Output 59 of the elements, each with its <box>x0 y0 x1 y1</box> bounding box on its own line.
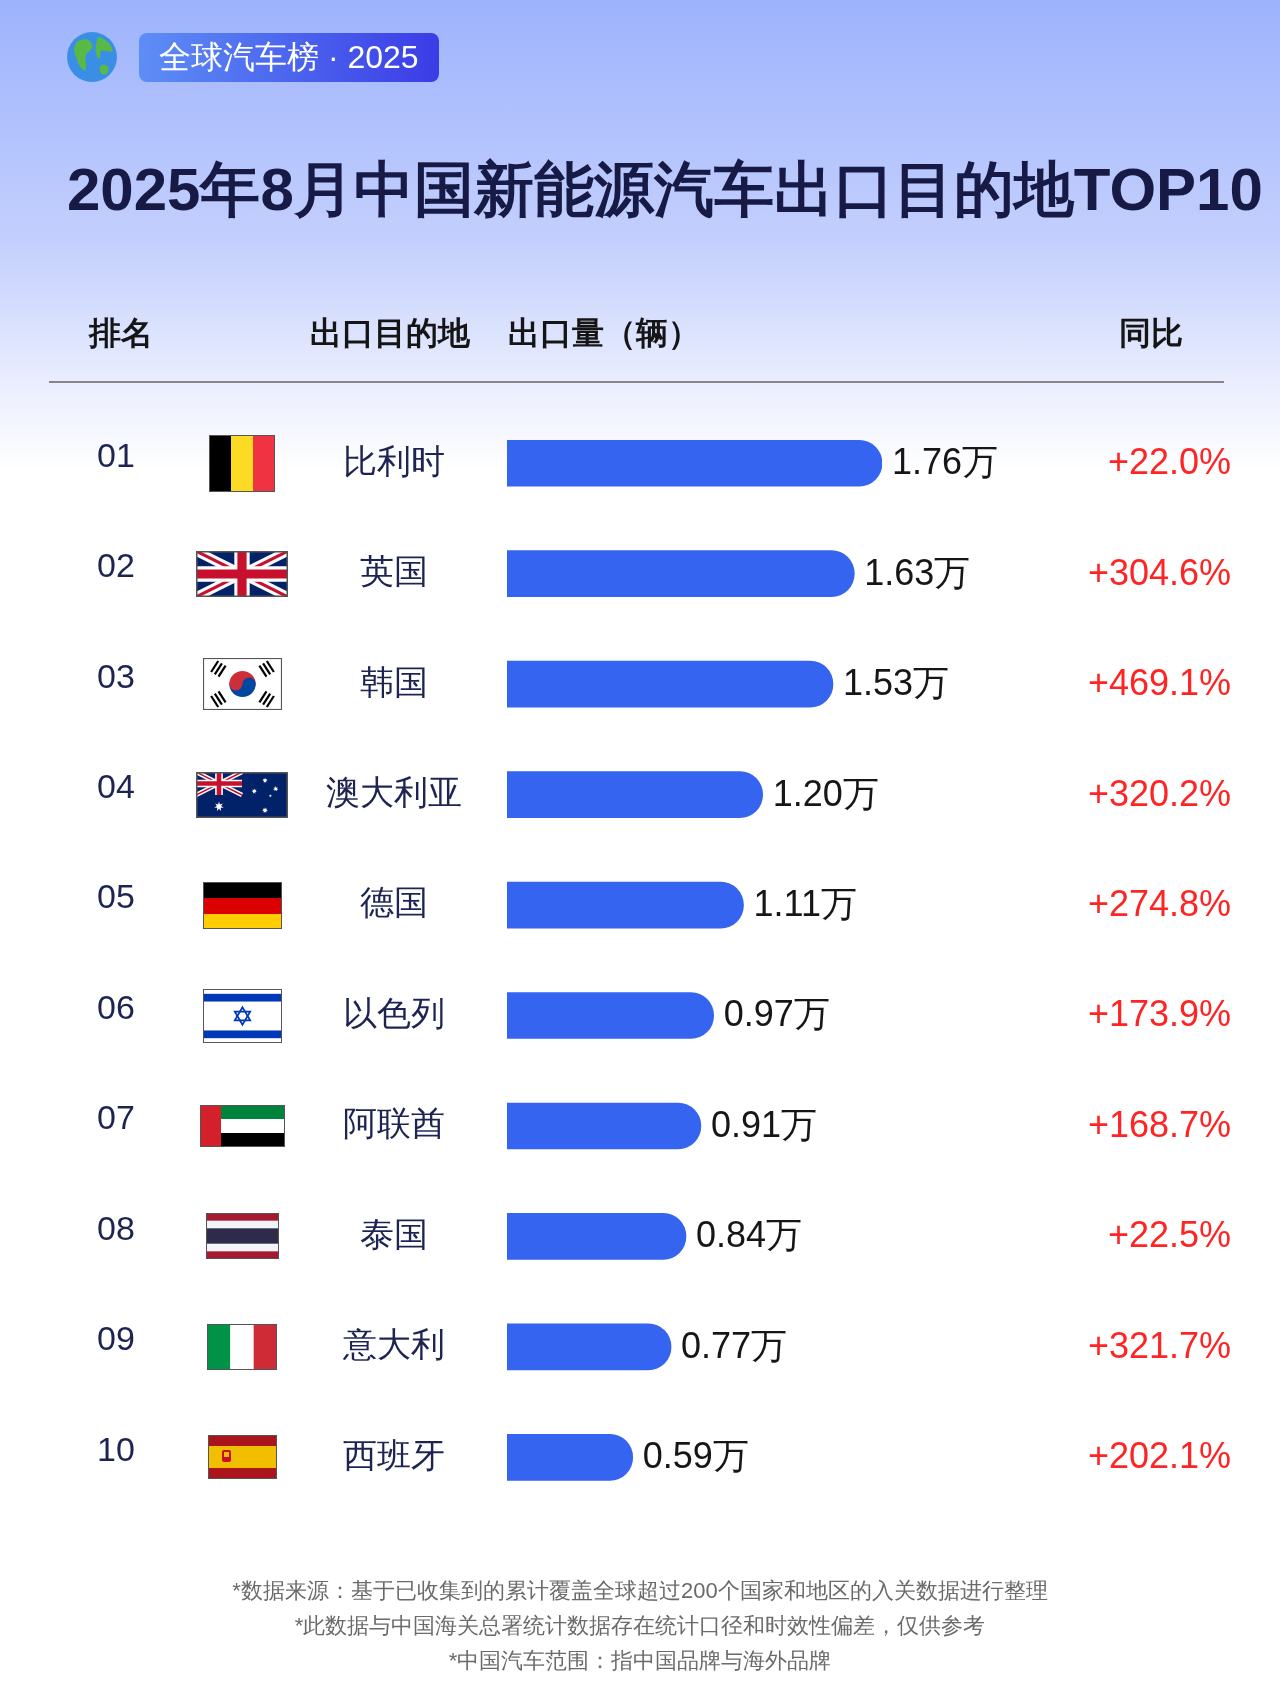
text: 02 <box>97 546 135 585</box>
chart-subtitle: 全球汽车榜 · 2025 <box>139 33 439 82</box>
text: +202.1% <box>1087 1435 1231 1477</box>
bar <box>507 1323 672 1371</box>
data-label: 0.77万 <box>681 1324 788 1366</box>
y-tick-label: 比利时 <box>343 441 445 480</box>
y-tick-label: 韩国 <box>360 662 428 701</box>
data-label: 1.11万 <box>753 882 857 924</box>
data-label: 1.53万 <box>842 662 950 704</box>
data-label: 0.97万 <box>723 993 830 1035</box>
text: +168.7% <box>1087 1103 1231 1145</box>
text: 03 <box>97 656 135 695</box>
bar <box>507 1102 702 1150</box>
text: +469.1% <box>1087 662 1231 704</box>
data-label: 0.59万 <box>642 1435 749 1477</box>
text: 09 <box>97 1319 135 1358</box>
bar <box>507 439 882 487</box>
bar <box>507 1213 687 1260</box>
y-tick-label: 意大利 <box>342 1325 445 1364</box>
text: +22.0% <box>1107 441 1231 483</box>
y-tick-label: 阿联酋 <box>343 1104 445 1143</box>
data-label: 0.84万 <box>695 1214 803 1256</box>
data-label: 1.20万 <box>772 772 879 814</box>
chart-title: 2025年8月中国新能源汽车出口目的地TOP10 <box>67 155 1263 225</box>
x-axis-title: 出口量（辆） <box>508 314 700 351</box>
text: +304.6% <box>1087 551 1231 593</box>
y-tick-label: 德国 <box>360 883 428 922</box>
data-label: 1.76万 <box>892 441 999 483</box>
text: 07 <box>97 1098 135 1137</box>
bar <box>507 881 744 929</box>
text: +173.9% <box>1087 993 1231 1035</box>
text: 06 <box>97 987 135 1026</box>
bar <box>507 550 855 598</box>
text: +321.7% <box>1087 1324 1231 1366</box>
text: +274.8% <box>1087 882 1231 924</box>
y-tick-label: 以色列 <box>343 993 445 1032</box>
text: *此数据与中国海关总署统计数据存在统计口径和时效性偏差，仅供参考 <box>293 1612 987 1640</box>
data-label: 1.63万 <box>864 551 971 593</box>
text: *中国汽车范围：指中国品牌与海外品牌 <box>447 1647 833 1675</box>
text: 同比 <box>1119 314 1183 351</box>
y-axis-title: 出口目的地 <box>310 314 471 351</box>
bar <box>507 771 764 818</box>
y-tick-label: 泰国 <box>360 1214 428 1253</box>
text: +320.2% <box>1087 772 1231 814</box>
bar <box>507 660 834 708</box>
text: +22.5% <box>1107 1214 1231 1256</box>
y-tick-label: 西班牙 <box>343 1435 445 1474</box>
text: 排名 <box>88 314 153 351</box>
text: 05 <box>97 877 135 916</box>
bar <box>507 1434 634 1481</box>
text: *数据来源：基于已收集到的累计覆盖全球超过200个国家和地区的入关数据进行整理 <box>231 1577 1049 1605</box>
text: 08 <box>97 1208 135 1247</box>
data-label: 0.91万 <box>710 1103 817 1145</box>
text: 10 <box>97 1429 135 1468</box>
bar <box>507 992 715 1039</box>
text: 04 <box>97 766 135 805</box>
y-tick-label: 澳大利亚 <box>326 772 462 811</box>
y-tick-label: 英国 <box>360 552 428 591</box>
text: 01 <box>97 435 135 474</box>
